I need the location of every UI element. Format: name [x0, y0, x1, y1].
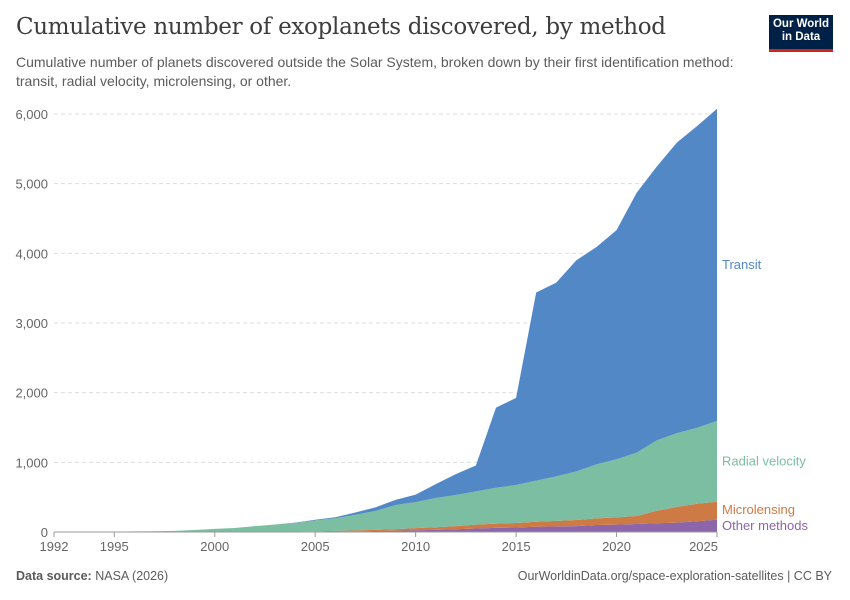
- data-source: Data source: NASA (2026): [16, 569, 168, 583]
- legend-label-other-methods: Other methods: [722, 518, 808, 533]
- x-tick-label: 2025: [689, 539, 718, 554]
- x-tick-label: 1992: [40, 539, 69, 554]
- logo-line-2: in Data: [781, 31, 821, 43]
- y-tick-label: 2,000: [15, 386, 48, 401]
- y-tick-label: 1,000: [15, 455, 48, 470]
- area-other-methods: [54, 519, 717, 532]
- owid-logo[interactable]: Our World in Data: [769, 15, 833, 52]
- y-tick-label: 5,000: [15, 177, 48, 192]
- x-tick-label: 2010: [401, 539, 430, 554]
- area-microlensing: [54, 501, 717, 532]
- legend-label-radial-velocity: Radial velocity: [722, 453, 806, 468]
- logo-line-1: Our World: [772, 18, 829, 30]
- x-tick-label: 2020: [602, 539, 631, 554]
- chart-subtitle: Cumulative number of planets discovered …: [16, 54, 734, 89]
- stacked-area-chart: 0 1,000 2,000 3,000 4,000 5,000 6,000 1992 1995 2…: [15, 107, 808, 554]
- chart-title: Cumulative number of exoplanets discover…: [16, 14, 666, 40]
- area-radial-velocity: [54, 420, 717, 532]
- x-tick-label: 1995: [100, 539, 129, 554]
- x-tick-label: 2005: [301, 539, 330, 554]
- x-tick-label: 2015: [502, 539, 531, 554]
- y-tick-label: 3,000: [15, 316, 48, 331]
- footer-url[interactable]: OurWorldinData.org/space-exploration-sat…: [517, 569, 832, 583]
- y-tick-label: 4,000: [15, 246, 48, 261]
- x-tick-label: 2000: [200, 539, 229, 554]
- y-tick-label: 0: [41, 525, 48, 540]
- legend-label-transit: Transit: [722, 257, 762, 272]
- source-value[interactable]: NASA (2026): [95, 569, 169, 583]
- legend-label-microlensing: Microlensing: [722, 502, 795, 517]
- y-tick-label: 6,000: [15, 107, 48, 122]
- source-label: Data source:: [16, 569, 92, 583]
- area-transit: [54, 108, 717, 532]
